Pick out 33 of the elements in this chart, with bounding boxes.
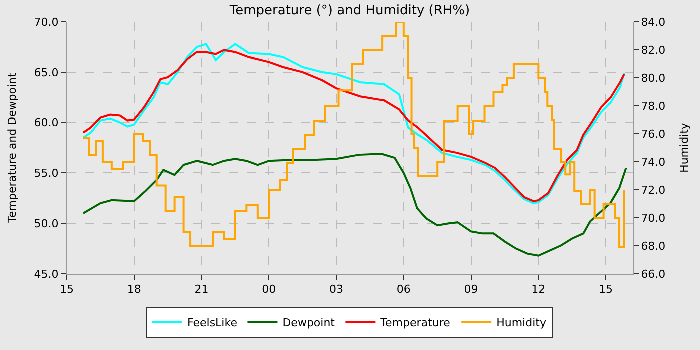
legend-label: Temperature [380,316,451,330]
y-tick-label: 55.0 [34,167,59,180]
x-tick-label: 00 [262,283,276,296]
y-tick-label: 70.0 [34,16,59,29]
y2-axis-title: Humidity [678,122,691,173]
y-tick-label: 60.0 [34,116,59,130]
x-tick-label: 18 [127,283,142,296]
y-tick-label: 45.0 [34,268,59,281]
x-tick-label: 09 [464,283,478,296]
y2-tick-label: 68.0 [641,240,666,253]
legend-label: Humidity [496,316,547,330]
y2-tick-label: 70.0 [641,212,666,225]
legend-label: FeelsLike [188,316,238,330]
x-tick-label: 15 [60,283,74,296]
chart-title: Temperature (°) and Humidity (RH%) [228,3,470,18]
x-tick-label: 21 [194,283,209,296]
y2-tick-label: 72.0 [641,184,666,197]
x-tick-label: 06 [396,283,411,296]
x-tick-label: 15 [599,283,614,296]
y-tick-label: 65.0 [34,66,59,80]
y2-tick-label: 66.0 [641,268,666,281]
y2-tick-label: 78.0 [641,100,666,113]
x-tick-label: 03 [330,283,344,296]
legend-label: Dewpoint [282,316,336,330]
y-axis-title: Temperature and Dewpoint [6,72,19,224]
x-tick-label: 12 [532,283,546,296]
y-tick-label: 50.0 [34,217,59,230]
line-series [82,153,628,257]
y2-tick-label: 80.0 [641,72,666,85]
y2-tick-label: 82.0 [641,44,666,57]
y2-tick-label: 76.0 [641,128,666,141]
y2-tick-label: 74.0 [641,156,666,169]
y2-tick-label: 84.0 [641,16,666,29]
